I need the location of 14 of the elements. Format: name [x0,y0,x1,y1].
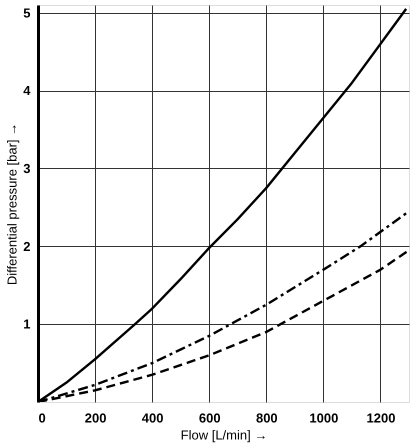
y-tick-label: 4 [23,83,32,98]
x-tick-label: 800 [256,410,278,426]
x-tick-label: 1200 [366,410,396,426]
y-tick-label: 5 [23,5,30,20]
x-tick-label: 600 [198,410,221,426]
x-tick-label: 1000 [309,410,338,426]
y-tick-label: 3 [23,160,30,176]
x-tick-label: 0 [38,410,46,426]
y-tick-label: 2 [23,238,30,254]
x-axis-title: Flow [L/min] → [180,428,268,442]
y-axis-title: Differential pressure [bar] → [4,122,20,286]
x-tick-label: 400 [142,410,164,426]
x-tick-label: 200 [84,410,106,426]
y-tick-label: 1 [23,316,30,332]
